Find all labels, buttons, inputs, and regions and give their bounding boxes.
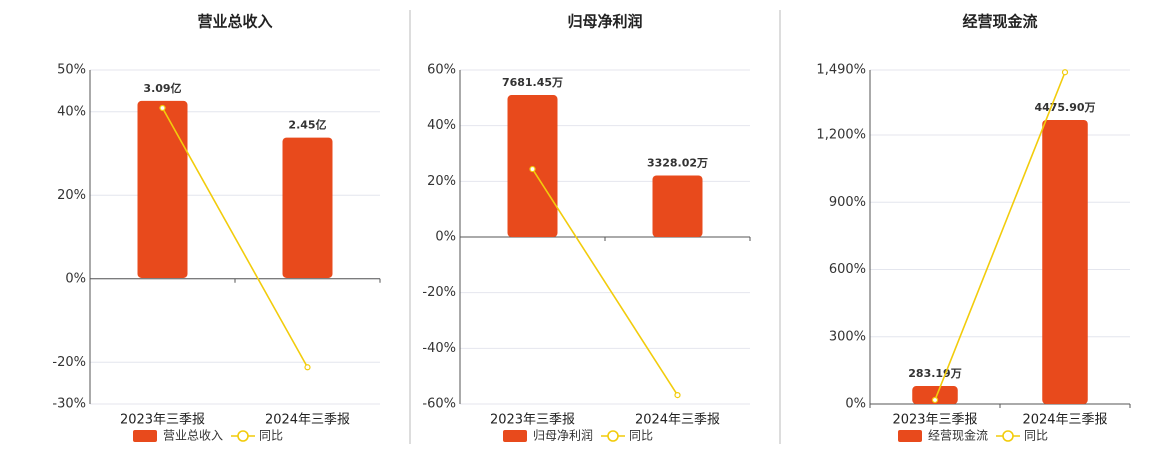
line-point [1061,69,1069,76]
y-tick-label: 60% [427,63,456,78]
legend-swatch [607,430,619,442]
y-tick-label: 0% [435,230,456,245]
x-tick-label: 2024年三季报 [265,413,350,428]
value-label: 3.09亿 [143,81,181,95]
legend-swatch [133,430,157,442]
chart-title: 经营现金流 [962,13,1037,31]
line [531,168,679,396]
y-tick-label: 20% [57,188,86,203]
y-tick-label: -30% [52,397,86,412]
y-tick-label: 20% [427,174,456,189]
chart-title: 营业总收入 [197,13,272,31]
line-point [159,104,166,112]
y-tick-label: -60% [422,397,456,412]
line-point [304,364,311,371]
value-label: 283.19万 [908,367,961,380]
x-tick-label: 2023年三季报 [120,413,205,428]
legend-label: 营业总收入 [163,429,223,443]
value-label: 2.45亿 [288,118,326,132]
legend-label: 同比 [259,429,283,443]
line [934,71,1066,401]
legend-label: 同比 [1024,429,1048,443]
bar [652,175,703,237]
bar [912,386,958,404]
line [161,107,309,368]
y-tick-label: -20% [52,355,86,370]
y-tick-label: 40% [427,118,456,133]
legend-swatch [237,430,249,442]
legend-swatch [1002,430,1014,442]
value-label: 4475.90万 [1034,101,1095,114]
legend-label: 同比 [629,429,653,443]
x-tick-label: 2024年三季报 [1022,413,1107,428]
chart-title: 归母净利润 [567,13,642,31]
y-tick-label: 1,200% [816,128,866,143]
y-tick-label: -40% [422,341,456,356]
x-tick-label: 2023年三季报 [892,413,977,428]
legend-swatch [898,430,922,442]
y-tick-label: 1,490% [816,63,866,78]
value-label: 7681.45万 [502,76,563,89]
y-tick-label: 50% [57,63,86,78]
value-label: 3328.02万 [647,156,708,169]
line-point [674,391,681,399]
line-point [529,165,536,173]
bar [137,100,188,278]
legend-label: 归母净利润 [533,429,593,443]
legend-swatch [503,430,527,442]
y-tick-label: 0% [845,397,866,412]
y-tick-label: 300% [829,329,866,344]
y-tick-label: 0% [65,271,86,286]
bar [1042,120,1088,404]
y-tick-label: 600% [829,262,866,277]
y-tick-label: 40% [57,104,86,119]
bar [282,137,333,278]
legend-label: 经营现金流 [928,428,988,443]
x-tick-label: 2023年三季报 [490,413,575,428]
y-tick-label: 900% [829,195,866,210]
y-tick-label: -20% [422,285,456,300]
x-tick-label: 2024年三季报 [635,413,720,428]
line-point [931,396,939,404]
